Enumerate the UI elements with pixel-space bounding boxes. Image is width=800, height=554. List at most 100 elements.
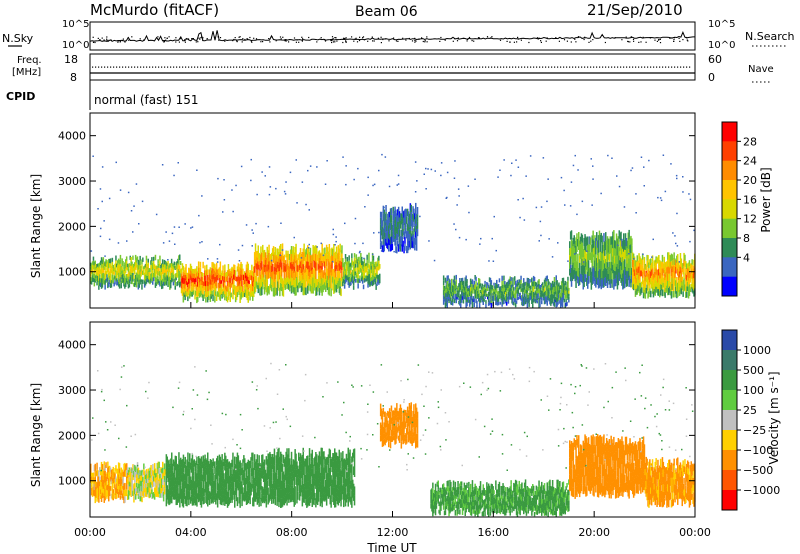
heatmap-cell xyxy=(651,268,654,275)
heatmap-cell xyxy=(225,479,227,488)
nsearch-dot xyxy=(499,39,502,41)
heatmap-cell xyxy=(623,270,625,280)
heatmap-cell xyxy=(394,232,396,240)
heatmap-cell xyxy=(205,280,207,287)
heatmap-cell xyxy=(200,490,203,499)
heatmap-cell xyxy=(236,266,239,272)
heatmap-cell xyxy=(173,261,176,265)
heatmap-cell xyxy=(478,293,481,298)
heatmap-cell xyxy=(134,254,137,260)
heatmap-cell xyxy=(568,290,570,294)
heatmap-cell xyxy=(632,281,634,290)
heatmap-cell xyxy=(686,277,689,282)
heatmap-cell xyxy=(90,273,92,277)
scatter-echo xyxy=(141,200,144,203)
heatmap-cell xyxy=(587,280,589,289)
heatmap-cell xyxy=(194,294,196,300)
scatter-echo xyxy=(289,171,292,174)
heatmap-cell xyxy=(630,270,632,279)
heatmap-cell xyxy=(659,284,661,292)
heatmap-cell xyxy=(102,493,105,498)
heatmap-cell xyxy=(540,294,542,297)
nsearch-dot xyxy=(506,40,508,42)
nave-dot xyxy=(443,66,445,68)
heatmap-cell xyxy=(140,481,142,487)
scatter-echo xyxy=(643,185,645,187)
heatmap-cell xyxy=(178,273,180,279)
heatmap-cell xyxy=(162,472,165,478)
heatmap-cell xyxy=(333,252,335,261)
heatmap-cell xyxy=(573,270,575,279)
heatmap-cell xyxy=(620,231,622,241)
heatmap-cell xyxy=(375,261,377,268)
heatmap-cell xyxy=(90,472,93,477)
heatmap-cell xyxy=(295,252,297,261)
heatmap-cell xyxy=(686,286,689,291)
heatmap-cell xyxy=(618,264,620,273)
heatmap-cell xyxy=(614,278,617,287)
heatmap-cell xyxy=(144,470,147,475)
heatmap-cell xyxy=(187,277,189,283)
nsearch-dot xyxy=(124,41,126,43)
heatmap-cell xyxy=(520,275,522,280)
heatmap-cell xyxy=(178,452,180,461)
heatmap-cell xyxy=(270,254,272,260)
heatmap-cell xyxy=(119,254,122,260)
heatmap-cell xyxy=(334,277,337,285)
heatmap-cell xyxy=(339,260,341,270)
heatmap-cell xyxy=(198,494,200,503)
heatmap-cell xyxy=(152,481,154,487)
heatmap-cell xyxy=(410,233,412,241)
heatmap-cell xyxy=(663,289,665,296)
heatmap-cell xyxy=(556,293,558,298)
scatter-echo xyxy=(538,240,540,242)
scatter-echo xyxy=(335,240,337,243)
heatmap-cell xyxy=(517,296,520,300)
heatmap-cell xyxy=(122,495,124,500)
heatmap-cell xyxy=(141,269,143,275)
heatmap-cell xyxy=(313,274,315,281)
heatmap-cell xyxy=(156,463,159,469)
heatmap-cell xyxy=(693,272,695,279)
heatmap-cell xyxy=(361,279,364,284)
heatmap-cell xyxy=(559,292,561,297)
heatmap-cell xyxy=(128,467,131,473)
nave-dot xyxy=(536,66,538,68)
heatmap-cell xyxy=(148,279,150,284)
scatter-echo xyxy=(250,158,252,161)
heatmap-cell xyxy=(216,490,219,499)
nsearch-dot xyxy=(184,39,186,41)
heatmap-cell xyxy=(188,267,190,274)
heatmap-cell xyxy=(140,268,142,272)
heatmap-cell xyxy=(225,496,228,504)
heatmap-cell xyxy=(222,483,224,491)
heatmap-cell xyxy=(95,471,97,477)
heatmap-cell xyxy=(370,265,372,270)
heatmap-cell xyxy=(478,298,481,303)
nave-dot xyxy=(650,66,652,68)
heatmap-cell xyxy=(225,474,228,482)
nave-dot xyxy=(98,66,100,68)
heatmap-cell xyxy=(612,231,614,240)
heatmap-cell xyxy=(532,297,535,303)
heatmap-cell xyxy=(137,269,140,275)
heatmap-cell xyxy=(186,482,188,491)
heatmap-cell xyxy=(315,253,317,263)
heatmap-cell xyxy=(496,284,499,288)
heatmap-cell xyxy=(672,277,674,285)
heatmap-cell xyxy=(168,265,170,270)
heatmap-cell xyxy=(90,267,93,271)
heatmap-cell xyxy=(641,265,644,272)
heatmap-cell xyxy=(611,270,613,280)
heatmap-cell xyxy=(490,280,493,285)
heatmap-cell xyxy=(131,280,133,285)
heatmap-cell xyxy=(248,272,250,277)
heatmap-cell xyxy=(596,262,599,271)
heatmap-cell xyxy=(388,244,390,252)
heatmap-cell xyxy=(378,275,380,280)
heatmap-cell xyxy=(382,236,385,245)
heatmap-cell xyxy=(397,240,399,247)
heatmap-cell xyxy=(452,279,455,283)
heatmap-cell xyxy=(359,275,361,280)
heatmap-cell xyxy=(407,243,410,251)
